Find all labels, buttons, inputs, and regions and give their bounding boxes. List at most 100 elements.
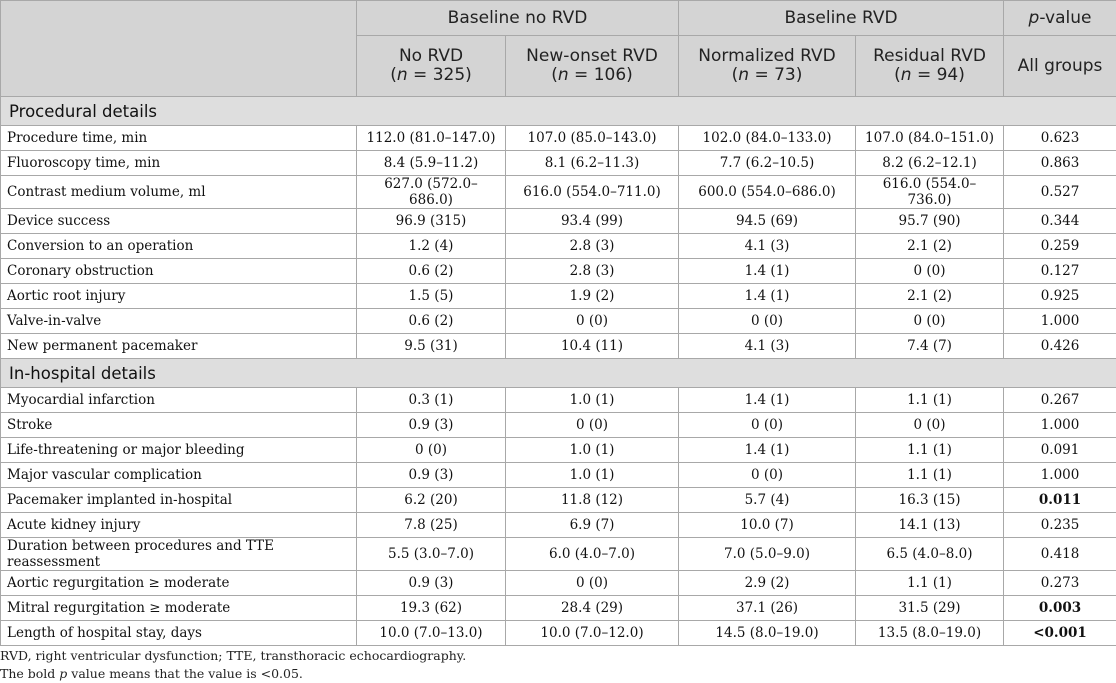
table-row: Aortic root injury 1.5 (5) 1.9 (2) 1.4 (1) 2… [0,283,1116,309]
cell-value: 14.5 (8.0–19.0) [678,620,857,646]
cell-pvalue: 0.426 [1003,333,1116,359]
row-label: Myocardial infarction [0,387,357,413]
cell-value: 6.2 (20) [356,487,506,513]
table-row: Major vascular complication 0.9 (3) 1.0 (1… [0,462,1116,488]
row-label: Stroke [0,412,357,438]
table-row: Mitral regurgitation ≥ moderate 19.3 (62)… [0,595,1116,621]
cell-pvalue: 0.259 [1003,233,1116,259]
row-label: Acute kidney injury [0,512,357,538]
cell-value: 0 (0) [504,412,680,438]
row-label: Aortic root injury [0,283,357,309]
cell-pvalue: 0.925 [1003,283,1116,309]
cell-pvalue: 0.623 [1003,125,1116,151]
cell-value: 14.1 (13) [855,512,1005,538]
cell-value: 10.0 (7.0–12.0) [504,620,680,646]
cell-value: 5.7 (4) [678,487,857,513]
cell-value: 0 (0) [504,308,680,334]
cell-value: 11.8 (12) [504,487,680,513]
row-label: Device success [0,208,357,234]
cell-pvalue: 0.011 [1003,487,1116,513]
cell-value: 4.1 (3) [678,333,857,359]
cell-value: 2.8 (3) [504,258,680,284]
cell-value: 8.1 (6.2–11.3) [504,150,680,176]
row-label: Major vascular complication [0,462,357,488]
table-row: Myocardial infarction 0.3 (1) 1.0 (1) 1.4 (… [0,387,1116,413]
cell-value: 1.1 (1) [855,387,1005,413]
row-label: Pacemaker implanted in-hospital [0,487,357,513]
cell-value: 112.0 (81.0–147.0) [356,125,506,151]
cell-value: 28.4 (29) [504,595,680,621]
col-name: Residual RVD [873,46,986,66]
cell-value: 10.4 (11) [504,333,680,359]
cell-value: 0 (0) [855,308,1005,334]
col-n: (n = 73) [731,65,803,85]
cell-pvalue: 0.273 [1003,570,1116,596]
cell-value: 37.1 (26) [678,595,857,621]
cell-value: 6.0 (4.0–7.0) [504,537,680,571]
cell-value: 0 (0) [678,412,857,438]
header-group-baseline-no-rvd: Baseline no RVD [355,0,680,36]
cell-value: 1.1 (1) [855,570,1005,596]
cell-value: 107.0 (85.0–143.0) [504,125,680,151]
row-label: Mitral regurgitation ≥ moderate [0,595,357,621]
table-row: Fluoroscopy time, min 8.4 (5.9–11.2) 8.1 (… [0,150,1116,176]
cell-pvalue: 0.344 [1003,208,1116,234]
table-row: Length of hospital stay, days 10.0 (7.0–1… [0,620,1116,646]
results-table: Baseline no RVD Baseline RVD p-value No … [0,0,1116,646]
table-row: Acute kidney injury 7.8 (25) 6.9 (7) 10.0 (… [0,512,1116,538]
cell-value: 0.6 (2) [356,308,506,334]
cell-value: 107.0 (84.0–151.0) [855,125,1005,151]
table-row: Life-threatening or major bleeding 0 (0) 1… [0,437,1116,463]
table-row: Device success 96.9 (315) 93.4 (99) 94.5 (6… [0,208,1116,234]
cell-pvalue: <0.001 [1003,620,1116,646]
footnote-abbreviations: RVD, right ventricular dysfunction; TTE,… [0,648,467,663]
cell-value: 1.2 (4) [356,233,506,259]
cell-value: 627.0 (572.0–686.0) [356,175,506,209]
section-heading: Procedural details [0,96,1116,126]
table-footnote: RVD, right ventricular dysfunction; TTE,… [0,647,466,683]
cell-value: 10.0 (7) [678,512,857,538]
cell-value: 0 (0) [356,437,506,463]
cell-value: 2.8 (3) [504,233,680,259]
cell-value: 93.4 (99) [504,208,680,234]
header-group-baseline-rvd: Baseline RVD [678,0,1005,36]
cell-value: 8.4 (5.9–11.2) [356,150,506,176]
col-name: Normalized RVD [698,46,836,66]
pvalue-p: p [1028,7,1040,28]
cell-value: 616.0 (554.0–711.0) [504,175,680,209]
cell-value: 1.1 (1) [855,437,1005,463]
cell-value: 16.3 (15) [855,487,1005,513]
row-label: Duration between procedures and TTE reas… [0,537,357,571]
cell-value: 94.5 (69) [678,208,857,234]
header-col-residual-rvd: Residual RVD (n = 94) [855,35,1005,97]
cell-value: 1.1 (1) [855,462,1005,488]
table-row: Procedure time, min 112.0 (81.0–147.0) 107… [0,125,1116,151]
cell-value: 2.1 (2) [855,283,1005,309]
header-col-no-rvd: No RVD (n = 325) [356,35,506,97]
cell-value: 9.5 (31) [356,333,506,359]
row-label: New permanent pacemaker [0,333,357,359]
cell-value: 1.0 (1) [504,387,680,413]
cell-pvalue: 0.003 [1003,595,1116,621]
col-name: New-onset RVD [526,46,658,66]
pvalue-suffix: -value [1039,7,1092,28]
cell-value: 0.9 (3) [356,412,506,438]
table-row: Pacemaker implanted in-hospital 6.2 (20) 1… [0,487,1116,513]
row-label: Life-threatening or major bleeding [0,437,357,463]
cell-value: 13.5 (8.0–19.0) [855,620,1005,646]
col-name: No RVD [398,46,464,66]
cell-value: 7.7 (6.2–10.5) [678,150,857,176]
cell-value: 7.0 (5.0–9.0) [678,537,857,571]
col-n: (n = 94) [894,65,965,85]
table-header: Baseline no RVD Baseline RVD p-value No … [0,0,1116,97]
header-blank [0,0,357,97]
row-label: Contrast medium volume, ml [0,175,357,209]
row-label: Aortic regurgitation ≥ moderate [0,570,357,596]
cell-value: 0 (0) [504,570,680,596]
cell-value: 1.0 (1) [504,462,680,488]
cell-pvalue: 0.127 [1003,258,1116,284]
cell-value: 2.9 (2) [678,570,857,596]
cell-value: 8.2 (6.2–12.1) [855,150,1005,176]
row-label: Conversion to an operation [0,233,357,259]
table-row: Contrast medium volume, ml 627.0 (572.0–6… [0,175,1116,209]
